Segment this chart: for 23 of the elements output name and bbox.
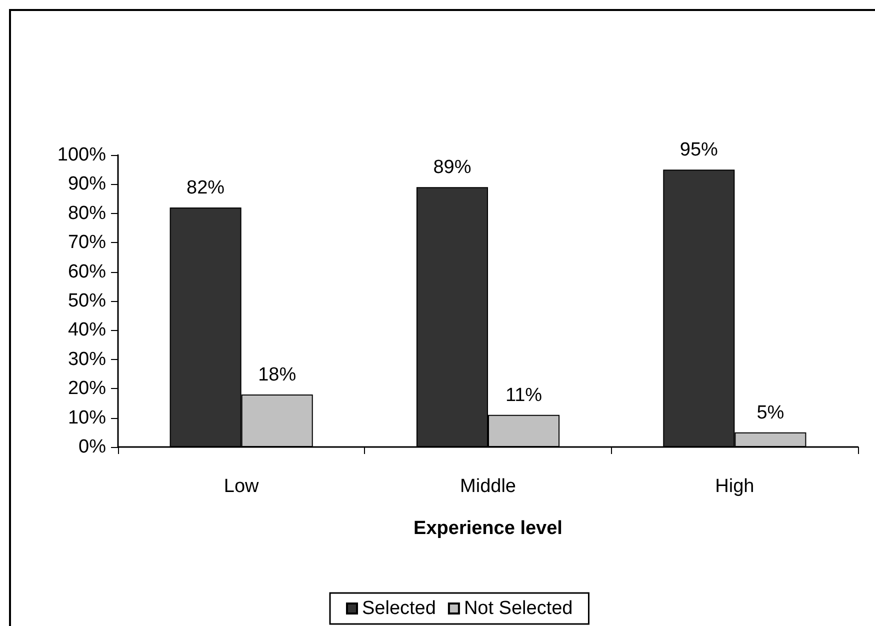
data-label: 11% bbox=[505, 384, 542, 406]
data-label: 5% bbox=[756, 402, 784, 424]
y-tick-label: 70% bbox=[68, 232, 106, 254]
legend-label: Selected bbox=[362, 598, 436, 619]
x-tick-label: High bbox=[715, 476, 754, 497]
y-tick-label: 10% bbox=[68, 407, 106, 428]
x-tick-label: Low bbox=[224, 476, 260, 497]
data-label: 89% bbox=[433, 157, 472, 178]
x-axis-title: Experience level bbox=[414, 518, 562, 539]
y-tick-label: 50% bbox=[68, 290, 106, 312]
y-tick-label: 80% bbox=[68, 202, 106, 224]
y-tick-label: 40% bbox=[68, 320, 106, 341]
data-label: 18% bbox=[258, 364, 296, 386]
data-label: 82% bbox=[186, 178, 225, 199]
legend-label: Not Selected bbox=[464, 598, 573, 619]
y-tick-label: 60% bbox=[68, 261, 106, 282]
y-tick-label: 90% bbox=[68, 174, 106, 195]
x-tick-label: Middle bbox=[460, 476, 516, 497]
y-tick-label: 100% bbox=[57, 144, 106, 166]
y-tick-label: 20% bbox=[68, 378, 106, 400]
data-label: 95% bbox=[680, 140, 718, 161]
y-tick-label: 0% bbox=[78, 436, 106, 458]
y-tick-label: 30% bbox=[68, 348, 106, 370]
